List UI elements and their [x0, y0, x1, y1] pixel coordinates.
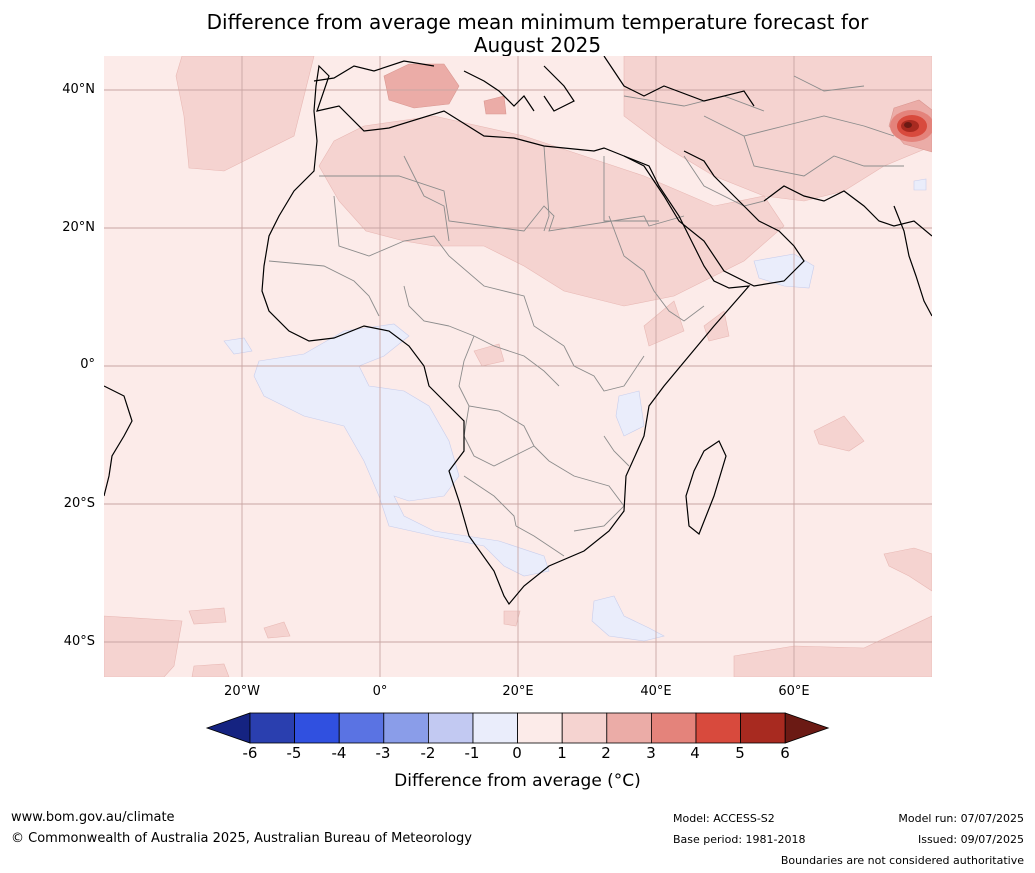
warm-anomaly-hotspot [890, 110, 932, 142]
graticule [104, 56, 932, 677]
country-borders [268, 75, 904, 557]
lat-label-0: 0° [80, 357, 95, 372]
map-panel[interactable] [104, 56, 932, 677]
colorbar-tick: -4 [331, 744, 347, 762]
colorbar-segment [383, 712, 429, 744]
colorbar-tick: 6 [780, 744, 790, 762]
colorbar-segment [472, 712, 518, 744]
colorbar-tick: 2 [601, 744, 611, 762]
map-subtitle: August 2025 [473, 33, 602, 57]
lon-label-0: 0° [372, 684, 388, 699]
colorbar-tick: 4 [690, 744, 700, 762]
base-period-text: Base period: 1981-2018 [673, 833, 806, 846]
colorbar-tick: 5 [735, 744, 745, 762]
coastlines [104, 56, 932, 606]
colorbar-extend-low [205, 712, 251, 744]
map-svg [104, 56, 932, 677]
colorbar-segment [740, 712, 786, 744]
colorbar-segment [561, 712, 608, 744]
colorbar-tick: 1 [557, 744, 567, 762]
colorbar-segment [517, 712, 563, 744]
issued-text: Issued: 09/07/2025 [917, 833, 1024, 846]
colorbar-tick: -6 [242, 744, 258, 762]
colorbar-segment [338, 712, 385, 744]
colorbar-extend-high [784, 712, 830, 744]
lon-label-20e: 20°E [502, 684, 534, 699]
colorbar-tick: -3 [375, 744, 391, 762]
lat-label-20n: 20°N [62, 220, 95, 235]
lat-label-40n: 40°N [62, 82, 95, 97]
colorbar-tick: -2 [420, 744, 436, 762]
colorbar-label: Difference from average (°C) [394, 771, 641, 791]
colorbar-tick: -5 [286, 744, 302, 762]
cool-anomaly-minus1to0 [223, 178, 927, 642]
colorbar-segment [606, 712, 652, 744]
disclaimer-text: Boundaries are not considered authoritat… [780, 854, 1024, 867]
map-title: Difference from average mean minimum tem… [206, 10, 869, 34]
lon-label-20w: 20°W [224, 684, 260, 699]
colorbar-segment [650, 712, 697, 744]
colorbar-segment [294, 712, 340, 744]
colorbar-segment [427, 712, 474, 744]
colorbar [205, 712, 830, 744]
colorbar-segment [249, 712, 295, 744]
lat-label-40s: 40°S [63, 634, 95, 649]
model-run-text: Model run: 07/07/2025 [898, 812, 1024, 825]
model-text: Model: ACCESS-S2 [673, 812, 775, 825]
warm-anomaly-1to2 [104, 56, 932, 677]
colorbar-segment [695, 712, 741, 744]
colorbar-tick: -1 [464, 744, 480, 762]
lat-label-20s: 20°S [63, 496, 95, 511]
colorbar-tick: 3 [646, 744, 656, 762]
website-link[interactable]: www.bom.gov.au/climate [11, 810, 175, 825]
colorbar-tick: 0 [512, 744, 522, 762]
copyright-text: © Commonwealth of Australia 2025, Austra… [11, 831, 472, 846]
lon-label-60e: 60°E [778, 684, 810, 699]
lon-label-40e: 40°E [640, 684, 672, 699]
